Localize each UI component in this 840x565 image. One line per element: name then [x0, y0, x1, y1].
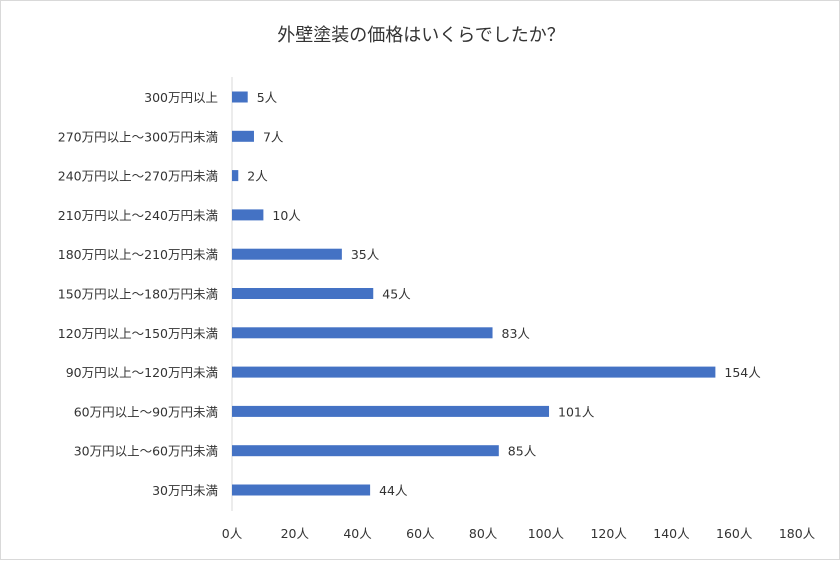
- data-label: 85人: [508, 444, 537, 459]
- chart-title: 外壁塗装の価格はいくらでしたか？: [277, 24, 564, 46]
- x-tick-label: 60人: [406, 526, 435, 541]
- x-tick-label: 180人: [779, 526, 816, 541]
- data-label: 7人: [263, 129, 284, 144]
- bar: [232, 209, 264, 221]
- bar: [232, 91, 248, 103]
- x-tick-label: 20人: [281, 526, 310, 541]
- bar: [232, 405, 550, 417]
- bar: [232, 248, 342, 260]
- data-label: 101人: [558, 404, 595, 419]
- x-tick-label: 100人: [528, 526, 565, 541]
- data-label: 5人: [257, 90, 278, 105]
- x-tick-label: 120人: [590, 526, 627, 541]
- category-label: 240万円以上〜270万円未満: [58, 169, 218, 184]
- bar: [232, 170, 239, 182]
- bar: [232, 288, 374, 299]
- x-tick-label: 0人: [222, 526, 243, 541]
- category-label: 180万円以上〜210万円未満: [58, 247, 218, 262]
- data-label: 45人: [382, 287, 411, 302]
- category-label: 270万円以上〜300万円未満: [58, 129, 218, 144]
- data-label: 35人: [351, 247, 380, 262]
- bar: [232, 484, 371, 496]
- category-label: 120万円以上〜150万円未満: [58, 326, 218, 341]
- data-label: 44人: [379, 483, 408, 498]
- bar: [232, 366, 716, 378]
- category-label: 300万円以上: [144, 90, 218, 105]
- category-label: 30万円未満: [152, 483, 218, 498]
- category-label: 150万円以上〜180万円未満: [58, 287, 218, 302]
- x-tick-label: 80人: [469, 526, 498, 541]
- data-label: 83人: [502, 326, 531, 341]
- x-tick-label: 160人: [716, 526, 753, 541]
- category-label: 210万円以上〜240万円未満: [58, 208, 218, 223]
- data-label: 10人: [272, 208, 301, 223]
- bar: [232, 445, 499, 457]
- data-label: 154人: [724, 365, 761, 380]
- x-tick-label: 140人: [653, 526, 690, 541]
- category-label: 90万円以上〜120万円未満: [66, 365, 218, 380]
- category-label: 30万円以上〜60万円未満: [74, 444, 218, 459]
- data-label: 2人: [247, 169, 268, 184]
- bar: [232, 130, 254, 142]
- category-label: 60万円以上〜90万円未満: [74, 404, 218, 419]
- bar: [232, 327, 493, 339]
- x-tick-label: 40人: [343, 526, 372, 541]
